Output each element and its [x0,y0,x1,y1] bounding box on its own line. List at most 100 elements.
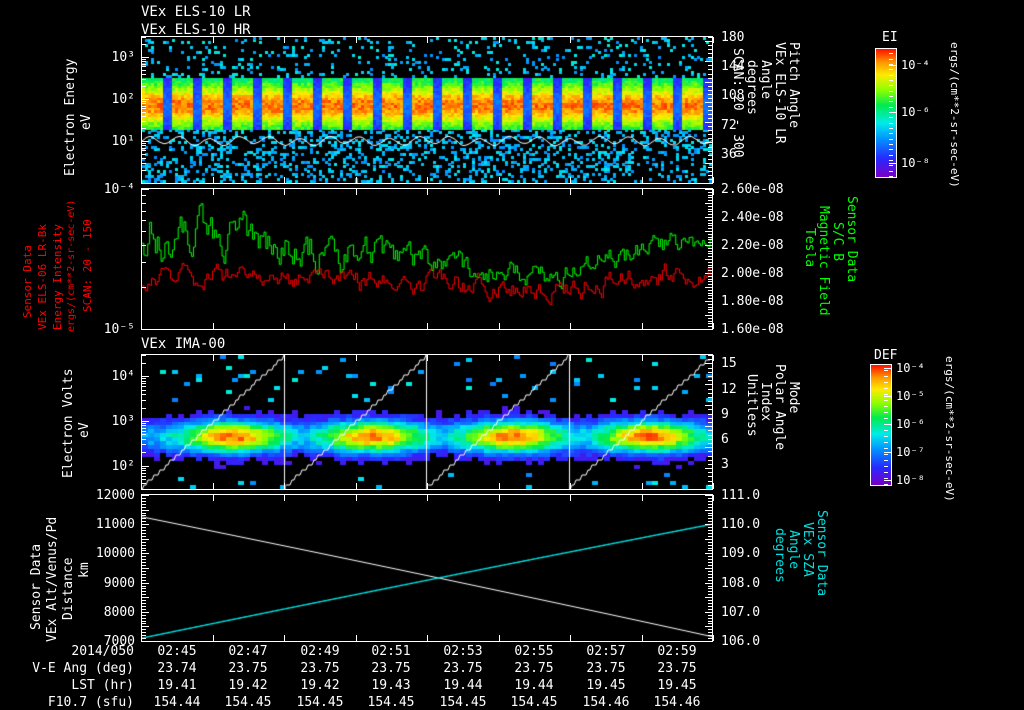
bottom-row-key: LST (hr) [71,678,134,693]
axis-tick [142,565,146,566]
panel3-ytick-left: 10⁴ [111,369,135,384]
axis-tick [142,158,146,159]
axis-tick [884,480,891,481]
axis-tick [142,150,146,151]
panel1-ytick-left: 10¹ [111,134,135,149]
axis-tick [642,635,643,641]
axis-tick [708,290,712,291]
axis-tick [499,189,500,195]
axis-tick [570,37,571,43]
axis-tick [427,177,428,183]
panel1-ylabel-right-3: Angle [758,60,773,100]
axis-tick [142,504,146,505]
panel4-ytick-left: 9000 [103,576,135,591]
axis-tick [708,134,712,135]
axis-tick [713,495,714,501]
axis-tick [708,355,712,356]
axis-tick [427,355,428,361]
axis-tick [284,483,285,489]
axis-tick [708,192,712,193]
axis-tick [708,460,712,461]
panel4-ytick-right: 108.0 [721,576,761,591]
axis-tick [708,521,712,522]
axis-tick [708,481,712,482]
axis-tick [884,478,888,479]
axis-tick [708,600,712,601]
axis-tick [708,225,712,226]
panel1-ylabel-right-1: Pitch Angle [786,42,801,129]
axis-tick [142,501,146,502]
axis-tick [884,418,888,419]
colorbar-def-tick: 10⁻⁵ [896,389,925,403]
axis-tick [499,355,500,361]
panel2-ylabel-right-4: Tesla [802,228,817,268]
axis-tick [142,141,149,142]
axis-tick [708,451,712,452]
axis-tick [708,155,712,156]
axis-tick [708,548,712,549]
axis-tick [708,623,712,624]
axis-tick [705,495,712,496]
axis-tick [708,580,712,581]
axis-tick [884,364,888,365]
axis-tick [570,323,571,329]
axis-tick [141,37,142,43]
axis-tick [642,495,643,501]
axis-tick [708,65,712,66]
colorbar-ei-unit-label: ergs/(cm**2-sr-sec-eV) [948,42,961,188]
panel3-ytick-right: 15 [721,356,737,371]
axis-tick [708,527,712,528]
panel2-ylabel-left-5: SCAN: 20 - 150 [81,219,94,312]
axis-tick [708,476,712,477]
axis-tick [889,165,893,166]
axis-tick [708,206,712,207]
panel3-ylabel-left: Electron Volts [61,368,76,478]
panel4-ytick-left: 10000 [95,546,135,561]
axis-tick [889,80,893,81]
axis-tick [708,147,712,148]
axis-tick [142,444,146,445]
axis-tick [708,545,712,546]
bottom-row-value: 154.46 [582,695,630,710]
axis-tick [884,412,888,413]
axis-tick [713,189,714,195]
axis-tick [708,401,712,402]
bottom-row-value: 23.74 [157,661,197,676]
axis-tick [884,382,888,383]
axis-tick [142,428,146,429]
panel4-ytick-right: 110.0 [721,517,761,532]
axis-tick [884,448,888,449]
panel1-ytick-right: 144 [721,59,745,74]
axis-tick [708,409,712,410]
axis-tick [708,307,712,308]
axis-tick [142,623,146,624]
axis-tick [708,167,712,168]
axis-tick [142,106,146,107]
colorbar-def-title: DEF [874,348,898,363]
axis-tick [708,239,712,240]
axis-tick [889,64,893,65]
axis-tick [142,536,146,537]
axis-tick [142,479,146,480]
bottom-row-value: 02:49 [300,644,340,659]
axis-tick [708,485,712,486]
axis-tick [708,78,712,79]
panel2-ytick-right: 1.60e-08 [721,322,784,337]
axis-tick [213,495,214,501]
axis-tick [142,609,146,610]
axis-tick [213,635,214,641]
colorbar-ei-tick: 10⁻⁶ [901,105,930,119]
axis-tick [708,513,712,514]
axis-tick [708,464,712,465]
axis-tick [142,583,149,584]
panel1-ytick-left: 10² [111,92,135,107]
axis-tick [708,110,712,111]
axis-tick [142,394,146,395]
axis-tick [708,57,712,58]
axis-tick [708,251,712,252]
axis-tick [142,383,146,384]
panel4-ylabel-left-1: Sensor Data [29,543,44,630]
axis-tick [142,603,146,604]
axis-tick [356,355,357,361]
axis-tick [708,389,712,390]
